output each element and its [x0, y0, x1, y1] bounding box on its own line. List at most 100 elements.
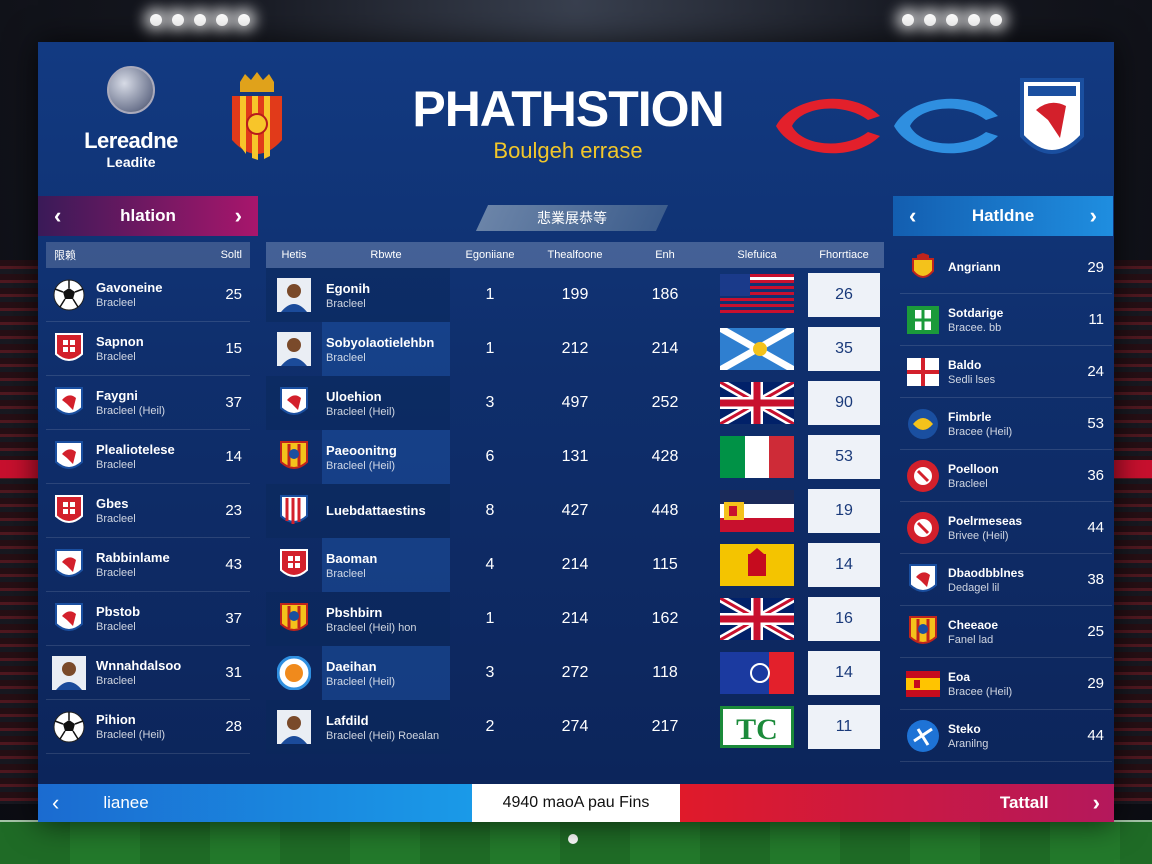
list-item-text: Angriann [948, 260, 1068, 276]
table-row[interactable]: Paeoonitng Bracleel (Heil) 6 131 428 53 [266, 430, 884, 484]
stat-cell: 131 [561, 448, 589, 465]
stat-cell: 3 [485, 664, 495, 681]
stat-cell: 427 [561, 502, 589, 519]
list-item[interactable]: Baldo Sedli lses 24 [900, 346, 1112, 398]
team-name: Sapnon [96, 334, 144, 349]
score-cell: 11 [804, 705, 884, 749]
player-avatar-icon [266, 322, 322, 376]
left-nav-label[interactable]: hlation [120, 206, 176, 225]
column-header: Rbwte [370, 249, 402, 261]
team-value: 53 [1087, 415, 1104, 432]
spain-flag-icon [906, 667, 940, 701]
chevron-left-icon[interactable]: ‹ [54, 203, 62, 228]
list-item[interactable]: Faygni Bracleel (Heil) 37 [46, 376, 250, 430]
team-sub: Brivee (Heil) [948, 529, 1009, 542]
list-item[interactable]: Angriann 29 [900, 242, 1112, 294]
player-sub: Bracleel (Heil) hon [326, 621, 417, 634]
list-item[interactable]: Poelrmeseas Brivee (Heil) 44 [900, 502, 1112, 554]
list-item[interactable]: Dbaodbblnes Dedagel lil 38 [900, 554, 1112, 606]
score-box[interactable]: 19 [808, 489, 880, 533]
team-sub: Bracee (Heil) [948, 425, 1013, 438]
list-item[interactable]: Sotdarige Bracee. bb 11 [900, 294, 1112, 346]
score-cell: 35 [804, 327, 884, 371]
list-item[interactable]: Gavoneine Bracleel 25 [46, 268, 250, 322]
list-item-text: Gavoneine Bracleel [96, 280, 210, 309]
score-box[interactable]: 53 [808, 435, 880, 479]
chevron-left-icon[interactable]: ‹ [909, 203, 917, 228]
team-name: Pihion [96, 712, 136, 727]
chevron-right-icon[interactable]: › [234, 203, 242, 228]
page-subtitle: Boulgeh errase [493, 138, 643, 163]
bottom-right-label[interactable]: Tattall [999, 793, 1049, 812]
list-item[interactable]: Eoa Bracee (Heil) 29 [900, 658, 1112, 710]
stat-cell: 212 [561, 340, 589, 357]
score-box[interactable]: 26 [808, 273, 880, 317]
white-shield-crest-icon [266, 376, 322, 430]
table-row[interactable]: Sobyolaotielehbn Bracleel 1 212 214 35 [266, 322, 884, 376]
table-row[interactable]: Uloehion Bracleel (Heil) 3 497 252 90 [266, 376, 884, 430]
list-item-text: Baldo Sedli lses [948, 358, 1068, 386]
score-cell: 90 [804, 381, 884, 425]
list-item-text: Cheeaoe Fanel lad [948, 618, 1068, 646]
score-box[interactable]: 16 [808, 597, 880, 641]
team-value: 14 [225, 448, 242, 465]
floodlights-left [120, 0, 280, 40]
left-nav: ‹ hlation › [38, 196, 258, 236]
list-item[interactable]: Cheeaoe Fanel lad 25 [900, 606, 1112, 658]
team-name: Steko [948, 721, 981, 736]
bottom-status: 4940 maoA pau Fins [472, 784, 680, 822]
trophy-ball-icon [107, 66, 155, 114]
yellow-crest-icon [266, 592, 322, 646]
team-sub: Bracee (Heil) [948, 685, 1013, 698]
league-board: Lereadne Leadite PHATHSTION Boulgeh erra… [38, 42, 1114, 822]
player-cell: Egonih Bracleel [322, 268, 450, 322]
column-header: Hetis [281, 249, 307, 261]
chevron-right-icon[interactable]: › [1092, 790, 1100, 815]
player-name: Sobyolaotielehbn [326, 334, 435, 350]
list-item[interactable]: Plealiotelese Bracleel 14 [46, 430, 250, 484]
table-row[interactable]: Egonih Bracleel 1 199 186 26 [266, 268, 884, 322]
table-row[interactable]: Daeihan Bracleel (Heil) 3 272 118 14 [266, 646, 884, 700]
team-sub: Bracleel [96, 567, 136, 579]
player-cell: Uloehion Bracleel (Heil) [322, 376, 450, 430]
list-item[interactable]: Poelloon Bracleel 36 [900, 450, 1112, 502]
bottom-right-nav[interactable]: Tattall › [680, 784, 1114, 822]
flag-cell: TC [710, 706, 804, 748]
table-row[interactable]: Baoman Bracleel 4 214 115 14 [266, 538, 884, 592]
score-box[interactable]: 11 [808, 705, 880, 749]
list-item[interactable]: Sapnon Bracleel 15 [46, 322, 250, 376]
stat-cell: 1 [485, 286, 495, 303]
list-item[interactable]: Pbstob Bracleel 37 [46, 592, 250, 646]
list-item[interactable]: Wnnahdalsoo Bracleel 31 [46, 646, 250, 700]
table-row[interactable]: Luebdattaestins 8 427 448 19 [266, 484, 884, 538]
soccer-ball-icon [52, 278, 86, 312]
score-box[interactable]: 14 [808, 543, 880, 587]
list-item[interactable]: Pihion Bracleel (Heil) 28 [46, 700, 250, 754]
list-item[interactable]: Gbes Bracleel 23 [46, 484, 250, 538]
stat-cell: 1 [485, 610, 495, 627]
list-item[interactable]: Rabbinlame Bracleel 43 [46, 538, 250, 592]
team-sub: Bracleel [96, 621, 136, 633]
chevron-left-icon[interactable]: ‹ [52, 790, 60, 815]
list-item[interactable]: Steko Aranilng 44 [900, 710, 1112, 762]
blue-swoosh-icon [894, 98, 998, 154]
chevron-right-icon[interactable]: › [1089, 203, 1097, 228]
right-nav-label[interactable]: Hatldne [971, 206, 1035, 225]
stat-cell: 214 [561, 556, 589, 573]
blue-crest-icon [906, 407, 940, 441]
score-box[interactable]: 35 [808, 327, 880, 371]
team-value: 44 [1087, 727, 1104, 744]
table-row[interactable]: Lafdild Bracleel (Heil) Roealan 2 274 217 TC 1… [266, 700, 884, 754]
score-box[interactable]: 90 [808, 381, 880, 425]
team-value: 23 [225, 502, 242, 519]
bottom-left-label[interactable]: lianee [103, 793, 149, 812]
team-value: 37 [225, 610, 242, 627]
bottom-left-nav[interactable]: ‹ lianee [38, 784, 472, 822]
league-name-line1: Lereadne [84, 128, 178, 153]
score-box[interactable]: 14 [808, 651, 880, 695]
table-row[interactable]: Pbshbirn Bracleel (Heil) hon 1 214 162 16 [266, 592, 884, 646]
list-item[interactable]: Fimbrle Bracee (Heil) 53 [900, 398, 1112, 450]
team-value: 36 [1087, 467, 1104, 484]
player-name: Baoman [326, 550, 378, 566]
player-sub: Bracleel [326, 351, 366, 364]
